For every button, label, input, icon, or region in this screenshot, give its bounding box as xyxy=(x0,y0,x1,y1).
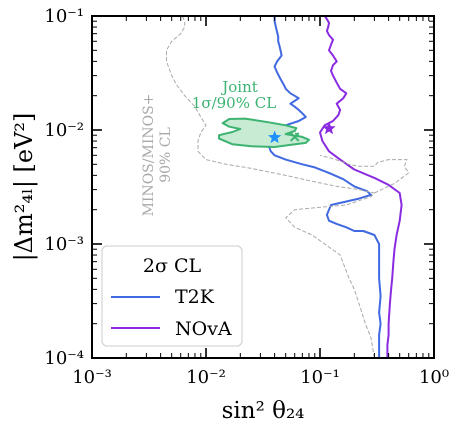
curve-t2k xyxy=(268,16,382,358)
minos-label-line1: MINOS/MINOS+ xyxy=(141,94,157,217)
marker-nova-best-fit xyxy=(322,121,336,135)
curve-minos-minos-90-cl xyxy=(166,16,375,358)
curve-nova xyxy=(319,16,403,358)
y-tick-label: 10⁻¹ xyxy=(44,6,84,27)
x-tick-label: 10⁻² xyxy=(186,367,226,388)
plot-frame xyxy=(91,15,435,359)
y-tick-label: 10⁻⁴ xyxy=(44,348,84,369)
joint-label-line2: 1σ/90% CL xyxy=(192,94,276,112)
legend-label-t2k: T2K xyxy=(175,286,215,308)
y-axis-label: |Δm²₄ₗ| [eV²] xyxy=(10,113,39,262)
legend: 2σ CL T2K NOvA xyxy=(101,245,243,347)
joint-label-line1: Joint xyxy=(220,78,258,96)
y-tick-label: 10⁻² xyxy=(44,120,84,141)
marker-t2k-best-fit xyxy=(268,130,282,144)
x-tick-label: 10⁻³ xyxy=(72,367,112,388)
x-tick-label: 10⁻¹ xyxy=(300,367,340,388)
legend-box xyxy=(101,245,243,347)
minos-label-line2: 90% CL xyxy=(158,127,174,183)
legend-title: 2σ CL xyxy=(143,255,202,277)
plot-curves xyxy=(166,16,410,358)
curve-minos-minos-90-cl-right-branch- xyxy=(319,154,410,194)
curve-joint-90-cl xyxy=(218,117,310,148)
x-tick-label: 10⁰ xyxy=(419,367,449,388)
marker-joint-best-fit xyxy=(290,132,300,142)
legend-label-nova: NOvA xyxy=(175,318,232,340)
y-tick-label: 10⁻³ xyxy=(44,234,84,255)
best-fit-markers xyxy=(268,121,336,144)
x-axis-label: sin² θ₂₄ xyxy=(222,398,305,424)
